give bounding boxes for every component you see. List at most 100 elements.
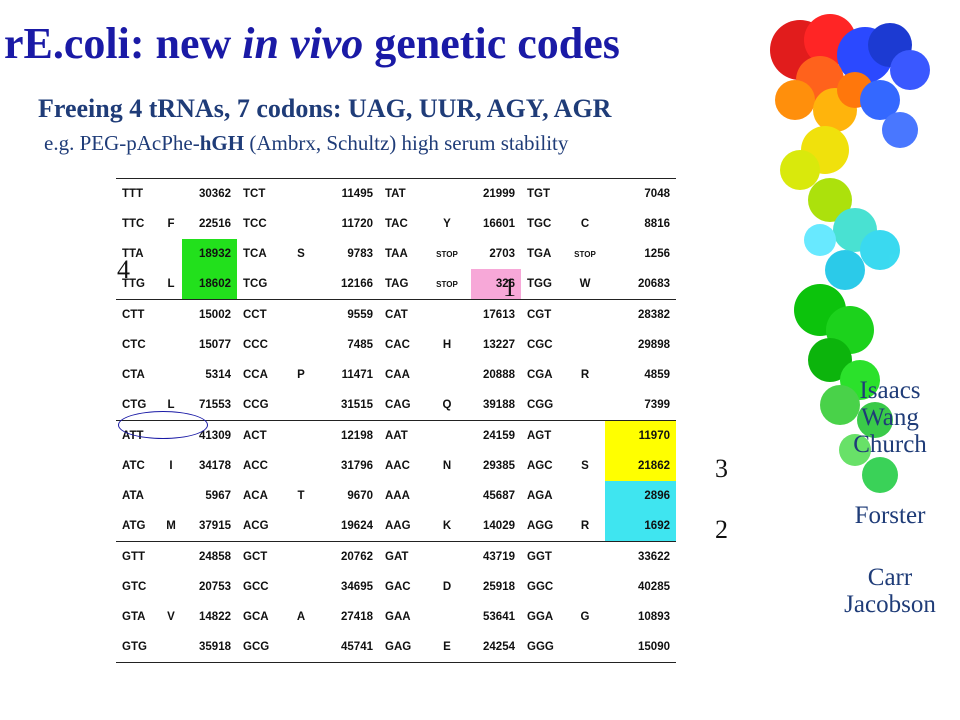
- table-cell-amino-acid: A: [296, 611, 306, 623]
- table-cell-amino-acid: [281, 299, 321, 330]
- table-cell-amino-acid: [160, 632, 182, 663]
- table-cell-amino-acid: [160, 541, 182, 572]
- table-cell-amino-acid: S: [297, 248, 305, 260]
- table-cell-amino-acid: K: [442, 520, 452, 532]
- table-cell-codon: TGC: [527, 218, 552, 230]
- table-cell-amino-acid: M: [166, 520, 176, 532]
- table-cell-amino-acid: [565, 330, 605, 360]
- table-cell-codon: TTA: [122, 248, 144, 260]
- table-cell-codon: TCG: [243, 278, 268, 290]
- table-cell-count: 28382: [605, 299, 676, 330]
- table-cell-amino-acid: Y: [443, 218, 451, 230]
- table-cell-amino-acid: [423, 541, 471, 572]
- table-cell-codon: GGA: [527, 611, 554, 623]
- table-cell-count: 53641: [483, 611, 515, 623]
- table-cell-count: 11495: [321, 178, 379, 209]
- table-row: ATG M 37915 ACG 19624 AAG K 14029 AGG R 1692: [116, 511, 676, 542]
- table-cell-codon: AAA: [385, 490, 410, 502]
- table-cell-amino-acid: R: [580, 369, 590, 381]
- table-cell-codon: GGG: [527, 641, 554, 653]
- table-cell-codon: CTG: [122, 399, 147, 411]
- table-cell-count: 7399: [644, 399, 670, 411]
- table-cell-count: 22516: [199, 218, 231, 230]
- table-cell-codon: GAT: [379, 541, 423, 572]
- table-cell-count: 34695: [341, 581, 373, 593]
- table-cell-amino-acid: L: [167, 278, 175, 290]
- table-cell-amino-acid: R: [580, 520, 590, 532]
- table-cell-count: 17613: [471, 299, 521, 330]
- marker-4: 4: [117, 255, 130, 284]
- table-cell-count: 71553: [199, 399, 231, 411]
- table-cell-codon: GCC: [243, 581, 269, 593]
- table-cell-count: 29898: [638, 339, 670, 351]
- table-row: ATA 5967 ACA T 9670 AAA 45687 AGA 2896: [116, 481, 676, 511]
- table-cell-codon: GCT: [237, 541, 281, 572]
- table-row: TTC F 22516 TCC 11720 TAC Y 16601 TGC C 8816: [116, 209, 676, 239]
- table-cell-amino-acid: S: [581, 460, 589, 472]
- table-cell-codon: TTC: [122, 218, 145, 230]
- table-cell-codon: ACG: [243, 520, 269, 532]
- table-cell-amino-acid: E: [443, 641, 451, 653]
- table-cell-amino-acid: [160, 481, 182, 511]
- table-cell-count: 12198: [321, 420, 379, 451]
- table-cell-count: 19624: [341, 520, 373, 532]
- table-cell-amino-acid: [281, 330, 321, 360]
- table-cell-codon: CCT: [237, 299, 281, 330]
- table-cell-amino-acid: [423, 602, 471, 632]
- table-row: CTT 15002 CCT 9559 CAT 17613 CGT 28382: [116, 299, 676, 330]
- table-cell-amino-acid: [281, 632, 321, 663]
- table-cell-codon: TGG: [527, 278, 552, 290]
- table-cell-codon: CAG: [385, 399, 411, 411]
- table-cell-count: 20683: [638, 278, 670, 290]
- table-cell-amino-acid: W: [579, 278, 591, 290]
- table-row: TTG L 18602 TCG 12166 TAG STOP 326 TGG W 20683: [116, 269, 676, 300]
- table-cell-codon: GTT: [116, 541, 160, 572]
- table-cell-count: 16601: [483, 218, 515, 230]
- table-row: CTG L 71553 CCG 31515 CAG Q 39188 CGG 7399: [116, 390, 676, 421]
- table-cell-count: 25918: [483, 581, 515, 593]
- table-cell-count: 31796: [341, 460, 373, 472]
- table-cell-codon: CGG: [527, 399, 554, 411]
- table-cell-amino-acid: [423, 420, 471, 451]
- table-cell-amino-acid: STOP: [436, 249, 458, 259]
- table-cell-amino-acid: C: [580, 218, 590, 230]
- name-isaacs: Isaacs: [859, 377, 921, 404]
- title-part1: rE.coli: new: [4, 19, 243, 68]
- table-cell-codon: CGT: [521, 299, 565, 330]
- table-cell-codon: TCT: [237, 178, 281, 209]
- table-cell-amino-acid: [565, 178, 605, 209]
- table-row: TTT 30362 TCT 11495 TAT 21999 TGT 7048: [116, 178, 676, 209]
- table-cell-amino-acid: [423, 481, 471, 511]
- name-forster: Forster: [854, 502, 926, 529]
- table-cell-codon: TTG: [122, 278, 145, 290]
- table-cell-count: 21862: [605, 451, 676, 481]
- table-cell-codon: GTG: [122, 641, 147, 653]
- table-cell-count: 1692: [605, 511, 676, 542]
- table-cell-amino-acid: D: [442, 581, 452, 593]
- marker-3: 3: [715, 454, 728, 483]
- table-cell-count: 4859: [644, 369, 670, 381]
- table-row: GTT 24858 GCT 20762 GAT 43719 GGT 33622: [116, 541, 676, 572]
- table-cell-amino-acid: G: [580, 611, 590, 623]
- table-row: GTC 20753 GCC 34695 GAC D 25918 GGC 40285: [116, 572, 676, 602]
- table-cell-amino-acid: [160, 360, 182, 390]
- table-cell-codon: GAC: [385, 581, 411, 593]
- table-cell-codon: CTC: [122, 339, 146, 351]
- table-cell-codon: TCA: [243, 248, 267, 260]
- names-group-3: Carr Jacobson: [815, 564, 960, 618]
- table-cell-codon: AAC: [385, 460, 410, 472]
- table-cell-count: 43719: [471, 541, 521, 572]
- name-carr: Carr: [867, 564, 913, 591]
- marker-2: 2: [715, 515, 728, 544]
- table-cell-amino-acid: [423, 299, 471, 330]
- table-cell-codon: GCG: [243, 641, 270, 653]
- table-cell-codon: AGT: [521, 420, 565, 451]
- example-suffix: (Ambrx, Schultz) high serum stability: [244, 131, 569, 155]
- table-cell-count: 14029: [483, 520, 515, 532]
- table-cell-codon: GGT: [521, 541, 565, 572]
- table-cell-amino-acid: [565, 299, 605, 330]
- table-cell-amino-acid: [281, 541, 321, 572]
- table-cell-codon: TGT: [521, 178, 565, 209]
- table-cell-codon: CCA: [243, 369, 268, 381]
- table-cell-codon: TAC: [385, 218, 408, 230]
